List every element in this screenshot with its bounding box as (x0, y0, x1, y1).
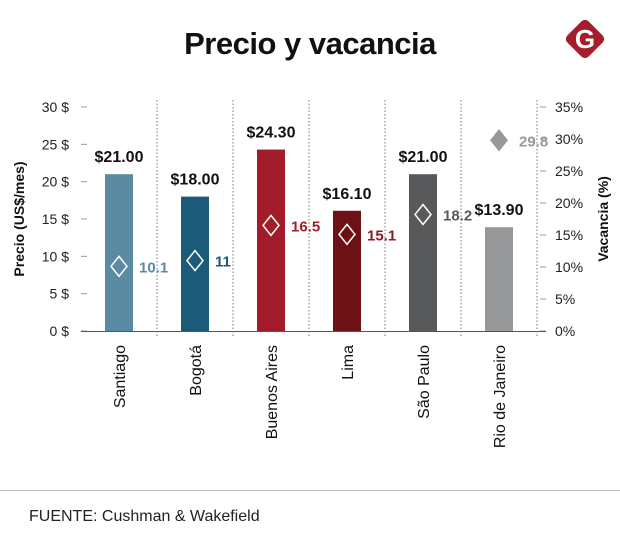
price-label: $24.30 (247, 125, 296, 142)
bar-santiago (105, 174, 133, 331)
vacancy-diamond-marker (414, 203, 432, 226)
bar-são-paulo (409, 174, 437, 331)
svg-text:G: G (575, 24, 595, 54)
price-label: $21.00 (95, 149, 144, 166)
logo-icon: G (565, 19, 605, 59)
vacancy-label: 10.1 (139, 259, 168, 276)
y-tick-label: 10 $ (42, 248, 69, 264)
price-label: $16.10 (323, 186, 372, 203)
source-note: FUENTE: Cushman & Wakefield (29, 508, 260, 525)
y2-axis-title: Vacancia (%) (595, 176, 611, 262)
y-tick-label: 15 $ (42, 211, 69, 227)
bar-buenos-aires (257, 149, 285, 331)
y-tick-label: 5 $ (50, 286, 70, 302)
y-tick-label: 20 $ (42, 174, 69, 190)
vacancy-label: 18.2 (443, 208, 472, 225)
y2-tick-label: 25% (555, 163, 583, 179)
category-label: Bogotá (188, 345, 205, 396)
vacancy-diamond-marker (262, 214, 280, 237)
category-label: São Paulo (416, 345, 433, 419)
y2-tick-label: 5% (555, 291, 575, 307)
y2-tick-label: 20% (555, 195, 583, 211)
bar-bogotá (181, 196, 209, 331)
y2-tick-label: 35% (555, 99, 583, 115)
y2-tick-label: 0% (555, 323, 575, 339)
category-label: Lima (340, 345, 357, 380)
bar-rio-de-janeiro (485, 227, 513, 331)
y2-tick-label: 15% (555, 227, 583, 243)
vacancy-label: 11 (215, 254, 231, 271)
category-label: Rio de Janeiro (492, 345, 509, 448)
chart: 0 $ 5 $ 10 $ 15 $ 20 $ 25 $ 30 $ 0% 5% 10% 15% 20% 2… (11, 99, 611, 448)
y-tick-label: 30 $ (42, 99, 69, 115)
chart-title: Precio y vacancia (184, 26, 436, 61)
price-label: $13.90 (475, 202, 524, 219)
vacancy-label: 29.8 (519, 133, 548, 150)
y-tick-label: 25 $ (42, 136, 69, 152)
vacancy-diamond-marker (110, 255, 128, 278)
bar-lima (333, 210, 361, 331)
vacancy-diamond-marker (338, 223, 356, 246)
category-label: Buenos Aires (264, 345, 281, 439)
y-tick-label: 0 $ (50, 323, 70, 339)
vacancy-label: 16.5 (291, 218, 320, 235)
price-label: $18.00 (171, 172, 220, 189)
vacancy-label: 15.1 (367, 227, 396, 244)
y-axis-title: Precio (US$/mes) (11, 161, 27, 276)
y2-tick-label: 10% (555, 259, 583, 275)
footer-divider (0, 490, 620, 491)
vacancy-diamond-marker (490, 129, 508, 152)
y2-tick-label: 30% (555, 131, 583, 147)
vacancy-diamond-marker (186, 249, 204, 272)
price-label: $21.00 (399, 149, 448, 166)
category-label: Santiago (112, 345, 129, 408)
